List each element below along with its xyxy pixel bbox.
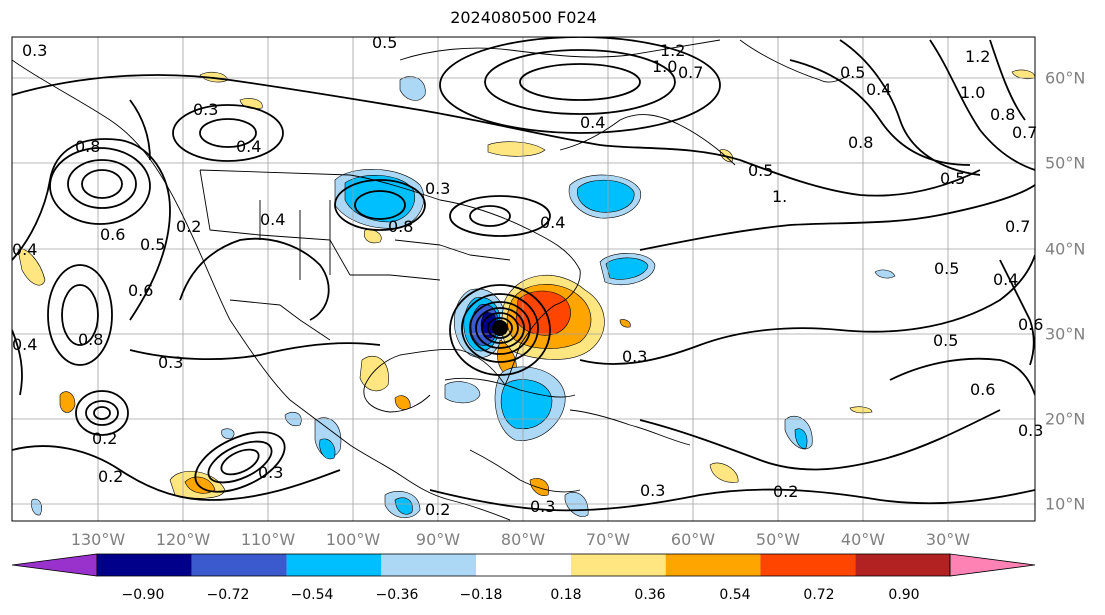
contour-label: 0.8 bbox=[848, 133, 873, 152]
colorbar-cell bbox=[381, 554, 477, 576]
lat-label: 50°N bbox=[1045, 153, 1086, 173]
lon-label: 80°W bbox=[500, 530, 546, 549]
contour-label: 0.7 bbox=[678, 63, 703, 82]
contour-label-layer: 0.3 0.5 1.2 1.0 0.7 0.3 0.4 0.8 0.6 0.5 … bbox=[12, 33, 1043, 519]
contour-label: 0.5 bbox=[140, 235, 165, 254]
contour-label: 0.4 bbox=[580, 113, 605, 132]
lon-label: 60°W bbox=[670, 530, 716, 549]
contour-label: 0.5 bbox=[933, 331, 958, 350]
contour-label: 0.3 bbox=[1018, 421, 1043, 440]
colorbar-tick-label: −0.36 bbox=[375, 587, 419, 603]
lon-label: 70°W bbox=[585, 530, 631, 549]
colorbar-cell bbox=[97, 554, 192, 576]
contour-label: 1.2 bbox=[965, 47, 990, 66]
contour-label: 0.2 bbox=[425, 500, 450, 519]
contour-label: 0.3 bbox=[193, 100, 218, 119]
contour-label: 0.5 bbox=[840, 63, 865, 82]
contour-label: 0.5 bbox=[940, 169, 965, 188]
contour-label: 0.7 bbox=[1005, 217, 1030, 236]
contour-label: 0.6 bbox=[970, 380, 995, 399]
contour-label: 0.5 bbox=[372, 33, 397, 52]
contour-label: 0.7 bbox=[1012, 123, 1037, 142]
contour-label: 0.4 bbox=[12, 240, 37, 259]
contour-label: 1.2 bbox=[660, 41, 685, 60]
contour-label: 0.4 bbox=[540, 213, 565, 232]
contour-label: 0.3 bbox=[22, 41, 47, 60]
contour-label: 0.5 bbox=[748, 161, 773, 180]
contour-label: 1.0 bbox=[960, 83, 985, 102]
colorbar-tick-label: 0.54 bbox=[719, 587, 751, 603]
contour-label: 0.4 bbox=[993, 270, 1018, 289]
contour-label: 0.6 bbox=[1018, 315, 1043, 334]
contour-label: 0.2 bbox=[176, 217, 201, 236]
contour-label: 0.4 bbox=[260, 210, 285, 229]
lon-label: 110°W bbox=[240, 530, 296, 549]
lat-label: 10°N bbox=[1045, 494, 1086, 514]
colorbar-frame bbox=[96, 553, 951, 577]
lat-label: 60°N bbox=[1045, 68, 1086, 88]
lon-label: 40°W bbox=[840, 530, 886, 549]
contour-label: 0.2 bbox=[773, 482, 798, 501]
colorbar-tick-label: −0.18 bbox=[459, 587, 503, 603]
contour-label: 0.6 bbox=[100, 225, 125, 244]
contour-label: 0.8 bbox=[75, 137, 100, 156]
contour-label: 0.8 bbox=[990, 105, 1015, 124]
contour-label: 0.3 bbox=[258, 463, 283, 482]
contour-label: 0.3 bbox=[158, 353, 183, 372]
lon-label: 30°W bbox=[925, 530, 971, 549]
colorbar bbox=[11, 553, 1036, 577]
colorbar-tick-label: 0.36 bbox=[634, 587, 666, 603]
colorbar-cell bbox=[476, 554, 571, 576]
lat-label: 30°N bbox=[1045, 324, 1086, 344]
contour-label: 1.0 bbox=[652, 57, 677, 76]
contour-label: 0.4 bbox=[236, 137, 261, 156]
colorbar-cell bbox=[665, 554, 761, 576]
map-frame bbox=[11, 36, 1036, 522]
contour-lines bbox=[12, 37, 1035, 512]
contour-label: 0.6 bbox=[128, 281, 153, 300]
contour-label: 0.3 bbox=[530, 497, 555, 516]
colorbar-cell bbox=[855, 554, 950, 576]
colorbar-cell bbox=[191, 554, 287, 576]
contour-label: 0.4 bbox=[866, 80, 891, 99]
colorbar-tick-label: 0.72 bbox=[803, 587, 835, 603]
storm-center-marker bbox=[492, 320, 508, 336]
contour-label: 0.2 bbox=[92, 429, 117, 448]
lon-label: 100°W bbox=[325, 530, 381, 549]
lon-label: 130°W bbox=[70, 530, 126, 549]
colorbar-tick-label: −0.90 bbox=[121, 587, 165, 603]
map-gridlines bbox=[12, 37, 1035, 521]
lon-label: 90°W bbox=[415, 530, 461, 549]
contour-label: 0.2 bbox=[98, 467, 123, 486]
colorbar-tick-label: −0.72 bbox=[206, 587, 250, 603]
colorbar-cell bbox=[760, 554, 856, 576]
colorbar-tick-label: 0.90 bbox=[888, 587, 920, 603]
lon-label: 120°W bbox=[155, 530, 211, 549]
lat-label: 20°N bbox=[1045, 409, 1086, 429]
colorbar-cell bbox=[286, 554, 382, 576]
contour-label: 0.3 bbox=[425, 179, 450, 198]
contour-label: 0.8 bbox=[388, 217, 413, 236]
contour-label: 0.3 bbox=[640, 481, 665, 500]
contour-label: 0.4 bbox=[12, 335, 37, 354]
contour-label: 0.3 bbox=[622, 347, 647, 366]
lon-label: 50°W bbox=[755, 530, 801, 549]
colorbar-cell bbox=[570, 554, 666, 576]
colorbar-extend-high bbox=[949, 553, 1036, 577]
colorbar-tick-label: −0.54 bbox=[290, 587, 334, 603]
contour-label: 0.5 bbox=[934, 259, 959, 278]
colorbar-tick-label: 0.18 bbox=[550, 587, 582, 603]
contour-label: 1. bbox=[772, 187, 787, 206]
colorbar-extend-low bbox=[11, 553, 98, 577]
contour-label: 0.8 bbox=[78, 330, 103, 349]
lat-label: 40°N bbox=[1045, 239, 1086, 259]
map-title: 2024080500 F024 bbox=[450, 8, 597, 27]
